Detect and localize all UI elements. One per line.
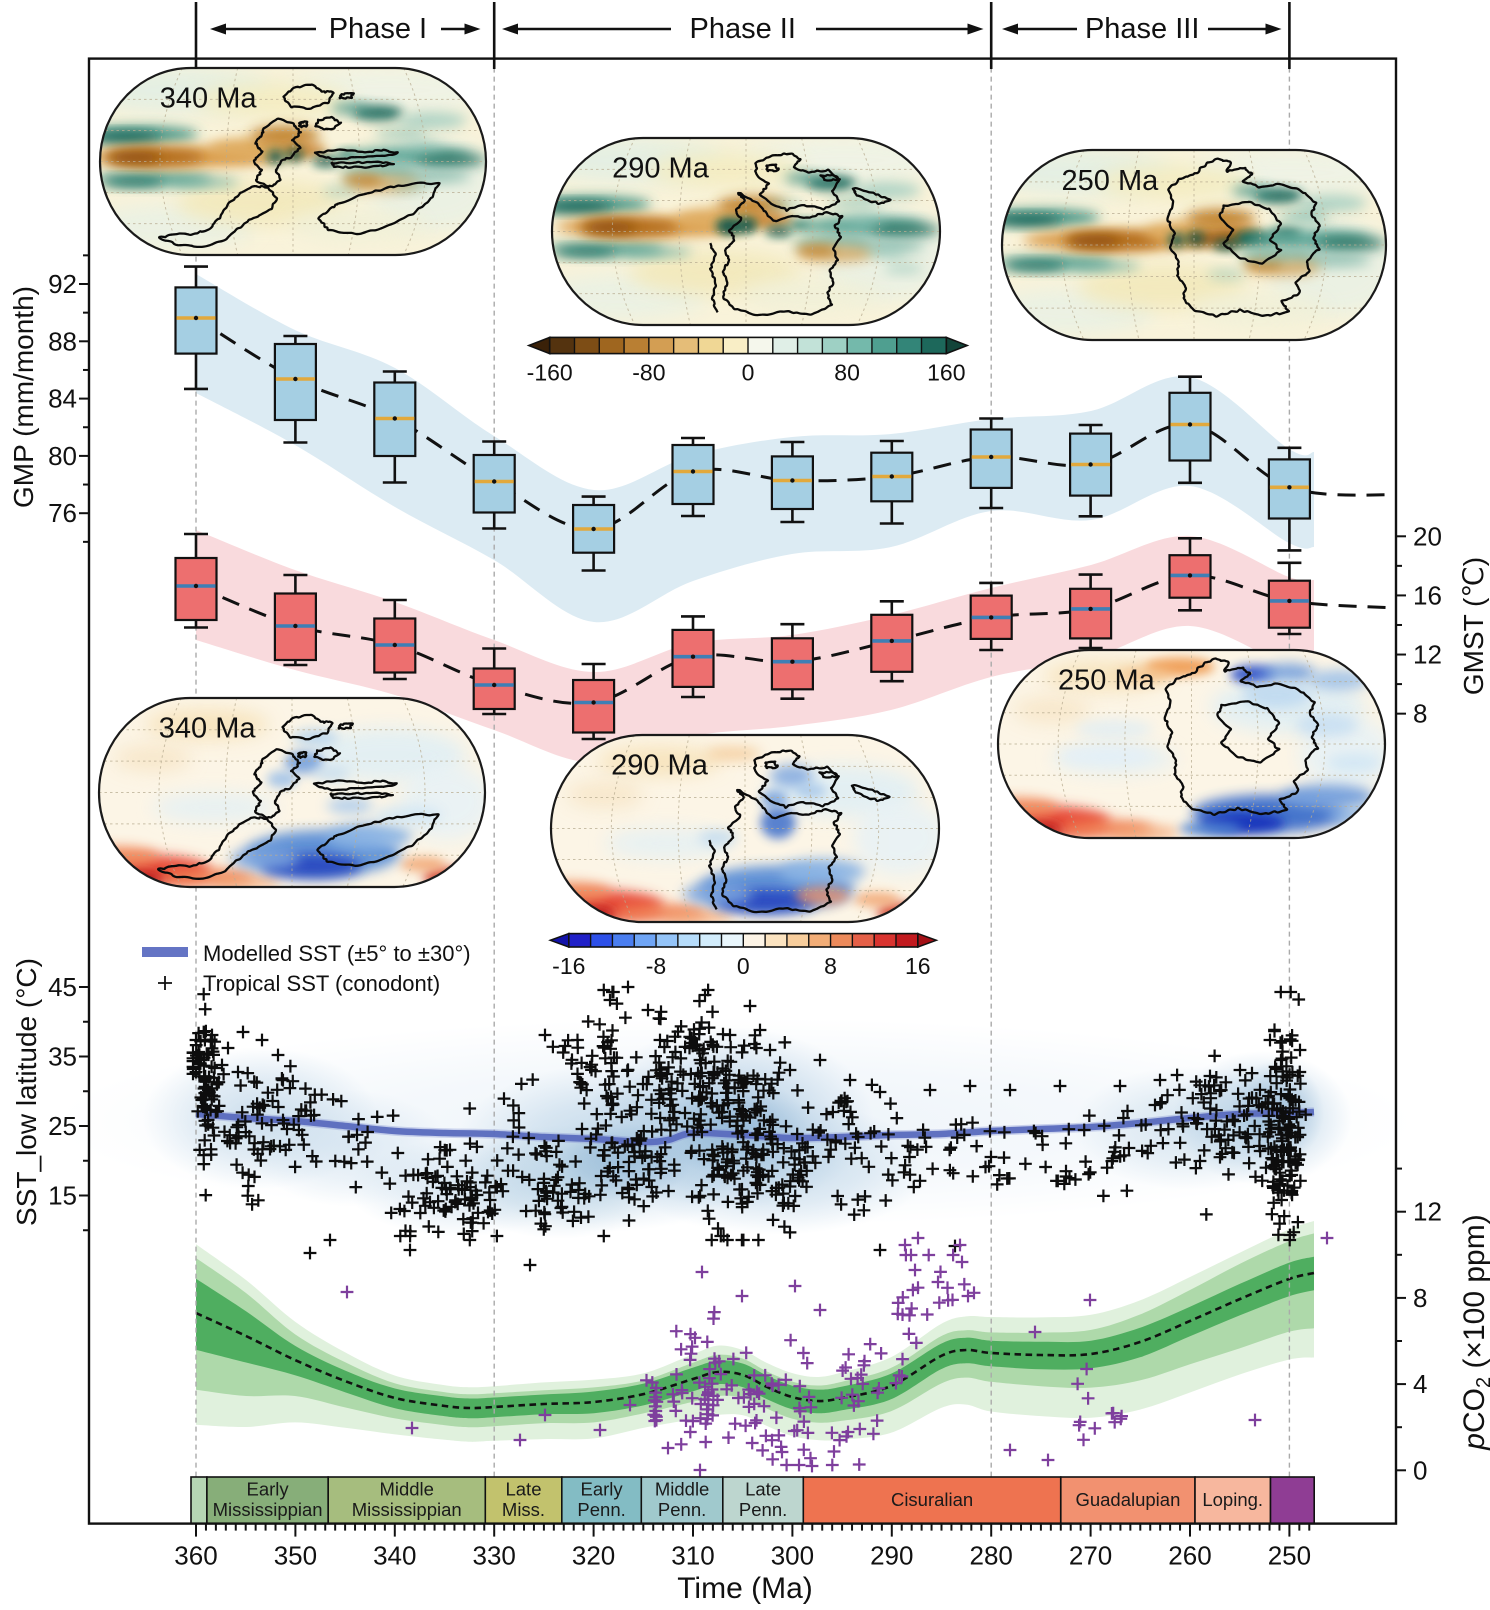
svg-text:Mississippian: Mississippian bbox=[352, 1499, 462, 1520]
svg-text:0: 0 bbox=[1413, 1455, 1427, 1485]
svg-text:GMST (℃): GMST (℃) bbox=[1458, 557, 1489, 695]
svg-text:16: 16 bbox=[905, 953, 931, 979]
svg-text:80: 80 bbox=[834, 360, 860, 386]
svg-text:25: 25 bbox=[48, 1111, 77, 1141]
svg-text:340 Ma: 340 Ma bbox=[160, 82, 258, 114]
svg-text:290: 290 bbox=[870, 1541, 913, 1571]
svg-text:Early: Early bbox=[581, 1479, 624, 1500]
svg-text:Phase III: Phase III bbox=[1085, 13, 1199, 45]
svg-text:Middle: Middle bbox=[655, 1479, 710, 1500]
svg-text:84: 84 bbox=[48, 384, 77, 414]
svg-text:290 Ma: 290 Ma bbox=[612, 152, 710, 184]
svg-text:-16: -16 bbox=[552, 953, 585, 979]
svg-text:80: 80 bbox=[48, 441, 77, 471]
svg-text:92: 92 bbox=[48, 269, 77, 299]
svg-text:76: 76 bbox=[48, 498, 77, 528]
svg-text:250: 250 bbox=[1268, 1541, 1311, 1571]
svg-text:35: 35 bbox=[48, 1042, 77, 1072]
svg-text:Cisuralian: Cisuralian bbox=[891, 1489, 973, 1510]
svg-text:45: 45 bbox=[48, 972, 77, 1002]
svg-text:270: 270 bbox=[1069, 1541, 1112, 1571]
svg-text:12: 12 bbox=[1413, 1197, 1442, 1227]
svg-text:pCO2 (×100 ppm): pCO2 (×100 ppm) bbox=[1458, 1214, 1490, 1450]
svg-text:Late: Late bbox=[505, 1479, 541, 1500]
svg-text:Penn.: Penn. bbox=[739, 1499, 787, 1520]
svg-text:Miss.: Miss. bbox=[502, 1499, 545, 1520]
svg-text:330: 330 bbox=[473, 1541, 516, 1571]
svg-text:Late: Late bbox=[745, 1479, 781, 1500]
svg-text:320: 320 bbox=[572, 1541, 615, 1571]
svg-text:280: 280 bbox=[970, 1541, 1013, 1571]
svg-text:Phase II: Phase II bbox=[689, 13, 795, 45]
svg-text:8: 8 bbox=[1413, 1283, 1427, 1313]
svg-text:360: 360 bbox=[174, 1541, 217, 1571]
svg-text:Penn.: Penn. bbox=[577, 1499, 625, 1520]
svg-text:290 Ma: 290 Ma bbox=[611, 749, 709, 781]
svg-text:Early: Early bbox=[247, 1479, 290, 1500]
svg-text:Phase I: Phase I bbox=[329, 13, 427, 45]
svg-text:310: 310 bbox=[671, 1541, 714, 1571]
svg-text:Guadalupian: Guadalupian bbox=[1075, 1489, 1180, 1510]
svg-text:Mississippian: Mississippian bbox=[213, 1499, 323, 1520]
svg-text:Time (Ma): Time (Ma) bbox=[677, 1572, 813, 1605]
svg-text:Loping.: Loping. bbox=[1202, 1489, 1263, 1510]
svg-text:300: 300 bbox=[771, 1541, 814, 1571]
svg-text:260: 260 bbox=[1168, 1541, 1211, 1571]
svg-text:250 Ma: 250 Ma bbox=[1062, 165, 1160, 197]
svg-text:SST_low latitude (°C): SST_low latitude (°C) bbox=[11, 958, 42, 1226]
svg-text:12: 12 bbox=[1413, 640, 1442, 670]
svg-text:Middle: Middle bbox=[379, 1479, 434, 1500]
svg-text:-8: -8 bbox=[646, 953, 666, 979]
svg-text:20: 20 bbox=[1413, 521, 1442, 551]
svg-text:0: 0 bbox=[742, 360, 755, 386]
svg-text:88: 88 bbox=[48, 326, 77, 356]
svg-text:4: 4 bbox=[1413, 1369, 1427, 1399]
svg-text:Penn.: Penn. bbox=[658, 1499, 706, 1520]
svg-text:350: 350 bbox=[274, 1541, 317, 1571]
svg-text:340: 340 bbox=[373, 1541, 416, 1571]
svg-text:340 Ma: 340 Ma bbox=[159, 713, 257, 745]
svg-text:-80: -80 bbox=[632, 360, 665, 386]
svg-text:16: 16 bbox=[1413, 580, 1442, 610]
svg-text:160: 160 bbox=[927, 360, 965, 386]
svg-text:Modelled SST (±5° to ±30°): Modelled SST (±5° to ±30°) bbox=[203, 941, 471, 966]
svg-text:15: 15 bbox=[48, 1181, 77, 1211]
svg-text:8: 8 bbox=[824, 953, 837, 979]
svg-text:-160: -160 bbox=[527, 360, 573, 386]
svg-text:Tropical SST (conodont): Tropical SST (conodont) bbox=[203, 971, 440, 996]
svg-text:GMP (mm/month): GMP (mm/month) bbox=[8, 286, 39, 508]
svg-text:250 Ma: 250 Ma bbox=[1058, 665, 1156, 697]
svg-text:8: 8 bbox=[1413, 699, 1427, 729]
svg-text:0: 0 bbox=[737, 953, 750, 979]
